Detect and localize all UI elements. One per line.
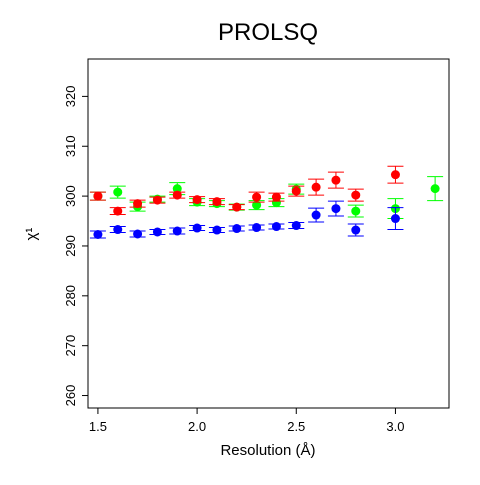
data-point [113,225,123,235]
data-point [311,182,321,192]
series-2 [89,165,404,216]
y-tick-label: 260 [63,385,78,407]
y-tick-label: 290 [63,235,78,257]
data-point [430,184,440,194]
data-point [351,206,361,216]
data-point [172,226,182,236]
data-point [192,195,202,205]
y-tick-label: 280 [63,285,78,307]
x-tick-label: 2.5 [287,419,305,434]
data-point [271,222,281,232]
data-point [93,191,103,201]
y-axis-label: χ¹ [23,228,40,241]
chart-title: PROLSQ [218,19,318,46]
data-point [172,184,182,194]
data-point [351,225,361,235]
data-point [351,190,361,200]
data-point [291,221,301,231]
data-point [133,229,143,239]
data-point [133,199,143,209]
x-tick-label: 1.5 [89,419,107,434]
data-point [152,227,162,237]
data-point [252,192,262,202]
data-point [93,229,103,239]
data-point [113,187,123,197]
data-point [172,190,182,200]
series-3 [89,200,404,239]
x-tick-label: 3.0 [386,419,404,434]
y-axis: 260 270 280 290 300 310 320 [63,86,88,407]
data-point [311,210,321,220]
data-point [271,192,281,202]
data-point [192,223,202,233]
x-axis: 1.5 2.0 2.5 3.0 [89,408,404,434]
y-tick-label: 310 [63,135,78,157]
series-layer [89,165,444,239]
data-point [390,170,400,180]
data-point [252,223,262,233]
data-point [390,214,400,224]
data-point [113,206,123,216]
x-axis-label: Resolution (Å) [220,442,315,459]
data-point [252,200,262,210]
y-tick-label: 300 [63,185,78,207]
data-point [232,202,242,212]
data-point [212,197,222,207]
data-point [212,225,222,235]
data-point [291,186,301,196]
data-point [152,195,162,205]
data-point [232,224,242,234]
y-tick-label: 320 [63,86,78,108]
y-tick-label: 270 [63,335,78,357]
x-tick-label: 2.0 [188,419,206,434]
plot-frame [87,58,450,409]
data-point [331,204,341,214]
data-point [331,175,341,185]
